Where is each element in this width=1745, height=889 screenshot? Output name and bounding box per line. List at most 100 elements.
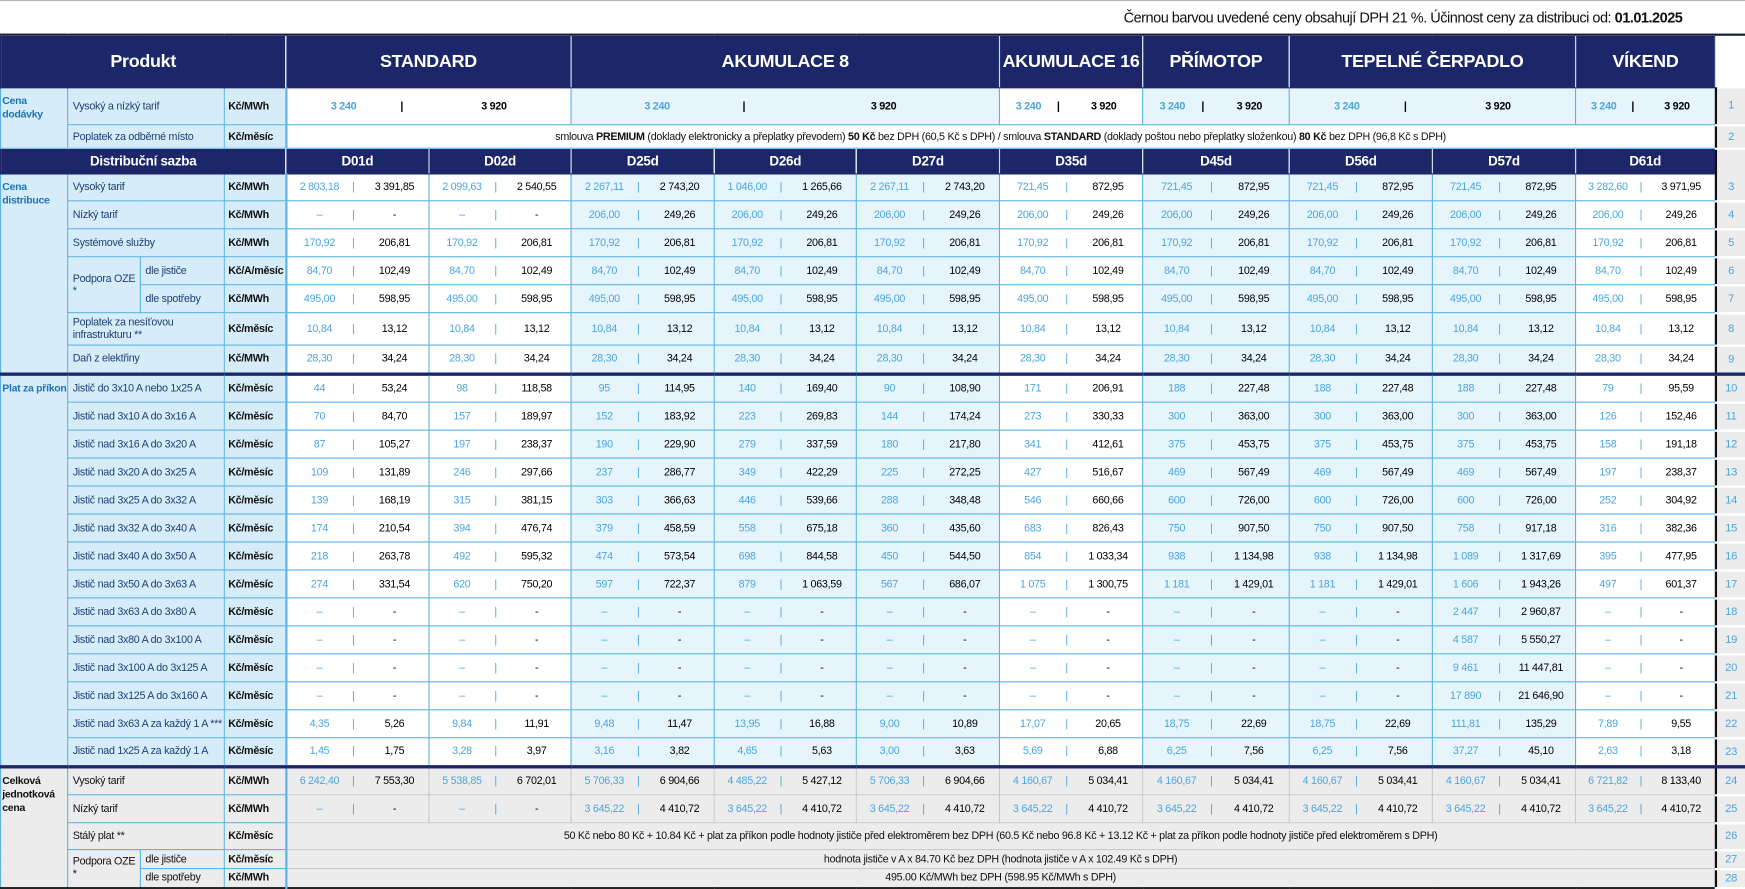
value-separator: | (922, 181, 925, 194)
price-values: – | - (1001, 627, 1142, 653)
price-values: 170,92 | 206,81 (572, 230, 713, 256)
price-excl-vat: 1 606 (1452, 577, 1479, 591)
price-cell-d57d: 758 | 917,18 (1431, 513, 1577, 543)
row-label-text: Daň z elektřiny (72, 352, 140, 365)
product-přímotop-text: PŘÍMOTOP (1169, 52, 1263, 72)
price-incl-vat: 3,82 (669, 745, 690, 758)
value-separator: | (494, 437, 497, 451)
row-number: 20 (1714, 653, 1745, 683)
price-cell-d26d: 4,65 | 5,63 (713, 737, 857, 767)
price-incl-vat: 227,48 (1238, 382, 1270, 395)
price-excl-vat: 170,92 (1306, 236, 1339, 249)
value-separator: | (779, 322, 783, 336)
value-separator: | (1498, 689, 1501, 702)
row-number-text: 24 (1725, 774, 1738, 787)
price-incl-vat: 7 553,30 (374, 774, 415, 788)
price-incl-vat: 21 646,90 (1518, 689, 1564, 702)
unit: Kč/měsíc (223, 541, 287, 571)
price-values: 6,25 | 7,56 (1290, 739, 1431, 765)
price-values: 6,25 | 7,56 (1144, 739, 1288, 765)
price-incl-vat: 1 134,98 (1377, 549, 1418, 563)
price-incl-vat: 2 743,20 (659, 181, 700, 194)
price-excl-vat: 44 (313, 382, 326, 395)
price-values: 4 160,67 | 5 034,41 (1290, 770, 1431, 794)
price-cell-d35d: – | - (998, 597, 1144, 627)
price-excl-vat: 84,70 (1309, 264, 1336, 277)
row-number: 28 (1714, 868, 1745, 889)
price-values: 546 | 660,66 (1001, 487, 1142, 513)
value-separator: | (636, 577, 640, 591)
price-excl-vat: – (1173, 661, 1180, 674)
price-excl-vat: – (1173, 689, 1180, 702)
price-excl-vat: – (1029, 633, 1036, 646)
price-incl-vat: - (820, 633, 824, 646)
value-separator: | (494, 549, 497, 563)
price-values: 474 | 573,54 (572, 543, 713, 569)
price-cell-d01d: 4,35 | 5,26 (285, 709, 430, 739)
value-separator: | (779, 745, 783, 758)
price-values: 3 282,60 | 3 971,95 (1577, 175, 1715, 200)
value-separator: | (494, 689, 497, 702)
price-excl-vat: 3 645,22 (869, 802, 910, 815)
price-excl-vat: 140 (738, 382, 756, 395)
value-separator: | (494, 465, 497, 479)
price-incl-vat: 6 702,01 (516, 774, 557, 788)
price-cell-d25d: – | - (570, 625, 715, 655)
price-cell-d35d: 427 | 516,67 (998, 457, 1144, 487)
price-values: 567 | 686,07 (857, 571, 998, 597)
price-values: 3 645,22 | 4 410,72 (1434, 796, 1575, 822)
price-cell-d35d: 683 | 826,43 (998, 513, 1144, 543)
price-values: – | - (715, 627, 855, 653)
price-values: 126 | 152,46 (1577, 403, 1715, 429)
price-cell-d57d: 300 | 363,00 (1431, 401, 1577, 431)
price-values: 495,00 | 598,95 (430, 286, 570, 312)
value-separator: | (1355, 181, 1358, 194)
price-incl-vat: 22,69 (1240, 717, 1267, 730)
supply-price-cell: 3 240 | 3 920 (285, 87, 572, 126)
price-excl-vat: 28,30 (1452, 352, 1479, 365)
top-divider (0, 0, 1745, 2)
value-separator: | (636, 352, 640, 365)
price-excl-vat: 84,70 (876, 264, 903, 277)
value-separator: | (636, 549, 640, 563)
price-incl-vat: 4 410,72 (1661, 802, 1701, 815)
product-přímotop: PŘÍMOTOP (1142, 34, 1290, 89)
unit: Kč/měsíc (223, 569, 287, 599)
price-incl-vat: - (963, 689, 967, 702)
value-separator: | (636, 208, 640, 221)
price-cell-d56d: 300 | 363,00 (1288, 401, 1433, 431)
price-excl-vat: 4 587 (1452, 633, 1479, 646)
price-values: – | - (430, 655, 570, 681)
price-values: 10,84 | 13,12 (715, 314, 855, 344)
row-number-text: 7 (1728, 292, 1735, 305)
value-separator: | (1498, 352, 1501, 365)
row-number-blank (1714, 148, 1745, 174)
price-incl-vat: 7,56 (1387, 745, 1408, 758)
row-number-text: 12 (1725, 437, 1738, 451)
price-excl-vat: 4 160,67 (1012, 774, 1053, 788)
value-separator: | (352, 521, 355, 535)
price-excl-vat: 316 (1599, 521, 1617, 535)
price-excl-vat: 79 (1602, 382, 1614, 395)
unit-text: Kč/měsíc (228, 521, 274, 535)
price-values: 3 645,22 | 4 410,72 (572, 796, 713, 822)
row-label-text: dle jističe (145, 852, 187, 866)
price-values: – | - (1577, 655, 1715, 681)
price-incl-vat: 412,61 (1092, 437, 1124, 451)
value-separator: | (1210, 208, 1213, 221)
price-incl-vat: - (1679, 605, 1683, 619)
price-values: 469 | 567,49 (1144, 459, 1288, 485)
value-separator: | (1355, 382, 1358, 395)
supply-tariff-row: Cena dodávky Vysoký a nízký tarif Kč/MWh 3 … (0, 87, 1745, 149)
value-separator: | (922, 802, 925, 815)
value-separator: | (1065, 493, 1068, 507)
price-values: 3 645,22 | 4 410,72 (1290, 796, 1431, 822)
price-cell-d45d: 4 160,67 | 5 034,41 (1142, 764, 1290, 796)
price-excl-vat: 341 (1024, 437, 1042, 451)
price-incl-vat: 45,10 (1528, 745, 1554, 758)
row-label: Vysoký a nízký tarif (67, 87, 225, 126)
price-values: 379 | 458,59 (572, 515, 713, 541)
price-excl-vat: 28,30 (449, 352, 475, 365)
price-values: – | - (572, 627, 713, 653)
